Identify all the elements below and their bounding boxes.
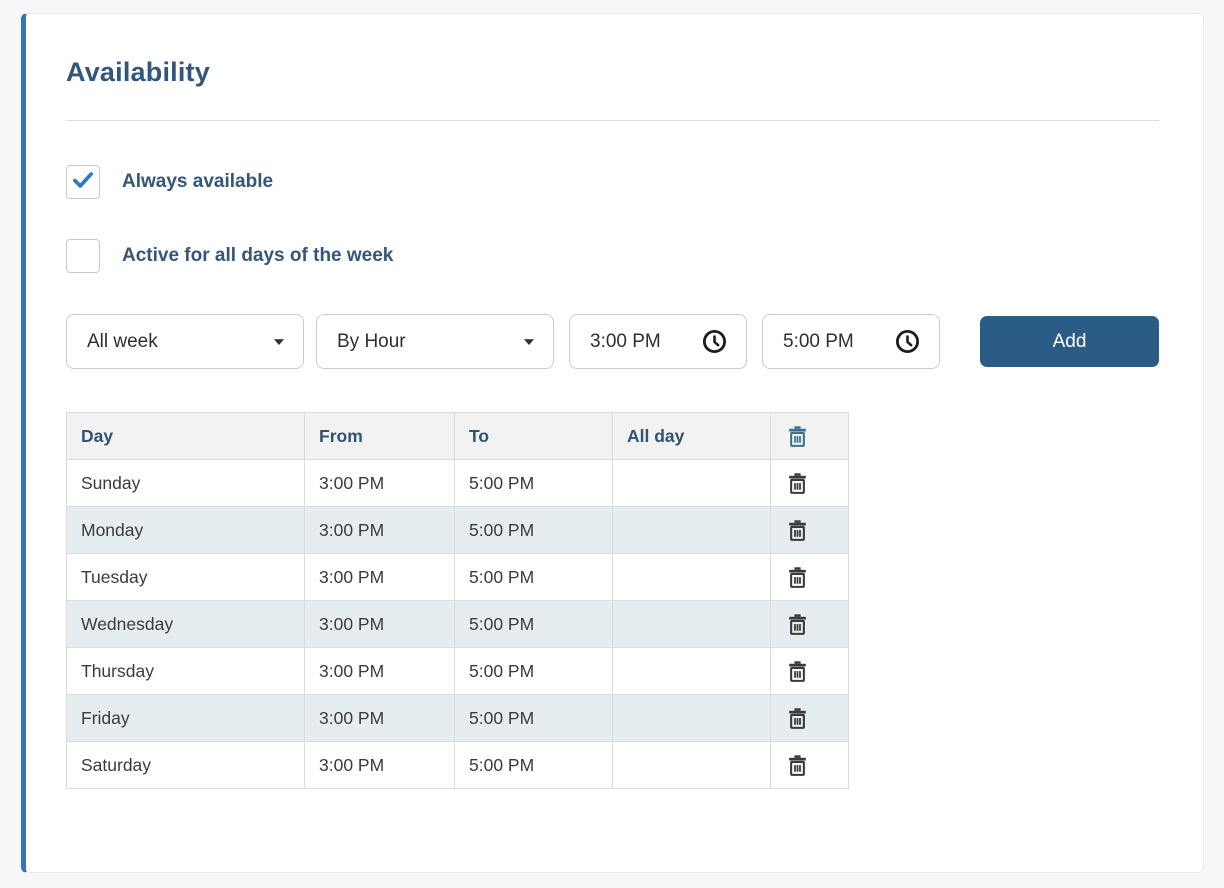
trash-icon[interactable]	[785, 612, 810, 637]
cell-to: 5:00 PM	[454, 553, 613, 601]
active-all-days-checkbox[interactable]	[66, 239, 100, 273]
cell-all-day	[612, 647, 771, 695]
cell-all-day	[612, 694, 771, 742]
to-time-value: 5:00 PM	[783, 330, 854, 352]
availability-card: Availability Always available Active for…	[21, 13, 1204, 873]
cell-to: 5:00 PM	[454, 459, 613, 507]
cell-all-day	[612, 553, 771, 601]
cell-to: 5:00 PM	[454, 741, 613, 789]
trash-icon[interactable]	[785, 753, 810, 778]
cell-day: Saturday	[66, 741, 305, 789]
always-available-row: Always available	[66, 165, 1159, 199]
cell-from: 3:00 PM	[304, 553, 455, 601]
header-day: Day	[66, 412, 305, 460]
day-select[interactable]: All week	[66, 314, 304, 369]
active-all-days-row: Active for all days of the week	[66, 239, 1159, 273]
chevron-down-icon	[273, 338, 285, 346]
table-row: Monday 3:00 PM 5:00 PM	[66, 506, 849, 554]
cell-delete[interactable]	[770, 553, 849, 601]
cell-to: 5:00 PM	[454, 600, 613, 648]
frequency-select-value: By Hour	[337, 330, 406, 352]
from-time-input[interactable]: 3:00 PM	[569, 314, 747, 369]
cell-delete[interactable]	[770, 741, 849, 789]
cell-all-day	[612, 741, 771, 789]
table-row: Saturday 3:00 PM 5:00 PM	[66, 741, 849, 789]
frequency-select[interactable]: By Hour	[316, 314, 554, 369]
day-select-value: All week	[87, 330, 158, 352]
cell-all-day	[612, 459, 771, 507]
header-to: To	[454, 412, 613, 460]
cell-to: 5:00 PM	[454, 647, 613, 695]
cell-day: Wednesday	[66, 600, 305, 648]
from-time-value: 3:00 PM	[590, 330, 661, 352]
cell-to: 5:00 PM	[454, 694, 613, 742]
cell-delete[interactable]	[770, 647, 849, 695]
table-row: Sunday 3:00 PM 5:00 PM	[66, 459, 849, 507]
cell-from: 3:00 PM	[304, 506, 455, 554]
checkmark-icon	[70, 167, 96, 198]
to-time-input[interactable]: 5:00 PM	[762, 314, 940, 369]
chevron-down-icon	[523, 338, 535, 346]
cell-day: Sunday	[66, 459, 305, 507]
table-header-row: Day From To All day	[66, 412, 849, 460]
table-row: Thursday 3:00 PM 5:00 PM	[66, 647, 849, 695]
clock-icon	[701, 328, 728, 355]
trash-icon[interactable]	[785, 471, 810, 496]
cell-from: 3:00 PM	[304, 647, 455, 695]
cell-from: 3:00 PM	[304, 741, 455, 789]
table-row: Wednesday 3:00 PM 5:00 PM	[66, 600, 849, 648]
cell-delete[interactable]	[770, 694, 849, 742]
add-button[interactable]: Add	[980, 316, 1159, 367]
always-available-checkbox[interactable]	[66, 165, 100, 199]
active-all-days-label: Active for all days of the week	[122, 245, 394, 266]
table-row: Friday 3:00 PM 5:00 PM	[66, 694, 849, 742]
title-divider	[66, 120, 1159, 121]
cell-from: 3:00 PM	[304, 459, 455, 507]
header-all-day: All day	[612, 412, 771, 460]
cell-from: 3:00 PM	[304, 694, 455, 742]
cell-to: 5:00 PM	[454, 506, 613, 554]
availability-table: Day From To All day	[66, 412, 849, 789]
cell-all-day	[612, 506, 771, 554]
trash-icon[interactable]	[785, 424, 810, 449]
trash-icon[interactable]	[785, 659, 810, 684]
cell-day: Tuesday	[66, 553, 305, 601]
cell-day: Friday	[66, 694, 305, 742]
cell-delete[interactable]	[770, 459, 849, 507]
cell-delete[interactable]	[770, 506, 849, 554]
table-row: Tuesday 3:00 PM 5:00 PM	[66, 553, 849, 601]
cell-delete[interactable]	[770, 600, 849, 648]
header-from: From	[304, 412, 455, 460]
cell-day: Monday	[66, 506, 305, 554]
page-title: Availability	[66, 57, 210, 87]
trash-icon[interactable]	[785, 518, 810, 543]
clock-icon	[894, 328, 921, 355]
add-availability-controls: All week By Hour 3:00 PM	[66, 314, 1159, 369]
cell-from: 3:00 PM	[304, 600, 455, 648]
trash-icon[interactable]	[785, 565, 810, 590]
cell-all-day	[612, 600, 771, 648]
header-delete-all[interactable]	[770, 412, 849, 460]
cell-day: Thursday	[66, 647, 305, 695]
always-available-label: Always available	[122, 171, 274, 192]
trash-icon[interactable]	[785, 706, 810, 731]
